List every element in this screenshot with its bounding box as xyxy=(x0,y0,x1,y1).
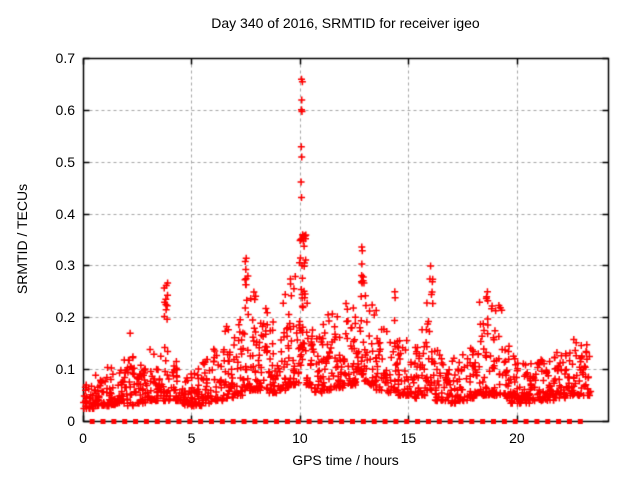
x-tick-label: 10 xyxy=(292,430,308,446)
chart-title: Day 340 of 2016, SRMTID for receiver ige… xyxy=(211,15,480,31)
y-tick-label: 0.6 xyxy=(55,101,75,118)
y-tick-label: 0.2 xyxy=(55,309,75,326)
x-tick-label: 15 xyxy=(400,430,417,446)
y-tick-label: 0.1 xyxy=(55,361,75,378)
y-axis-label: SRMTID / TECUs xyxy=(14,183,30,295)
x-tick-label: 0 xyxy=(79,430,87,446)
y-tick-label: 0.4 xyxy=(55,205,75,222)
y-tick-label: 0.5 xyxy=(55,153,75,170)
y-tick-label: 0 xyxy=(67,413,75,429)
y-tick-label: 0.3 xyxy=(55,257,75,274)
x-tick-label: 5 xyxy=(187,430,196,446)
x-axis-label: GPS time / hours xyxy=(292,452,399,468)
x-tick-label: 20 xyxy=(509,430,525,446)
y-tick-label: 0.7 xyxy=(55,50,75,66)
